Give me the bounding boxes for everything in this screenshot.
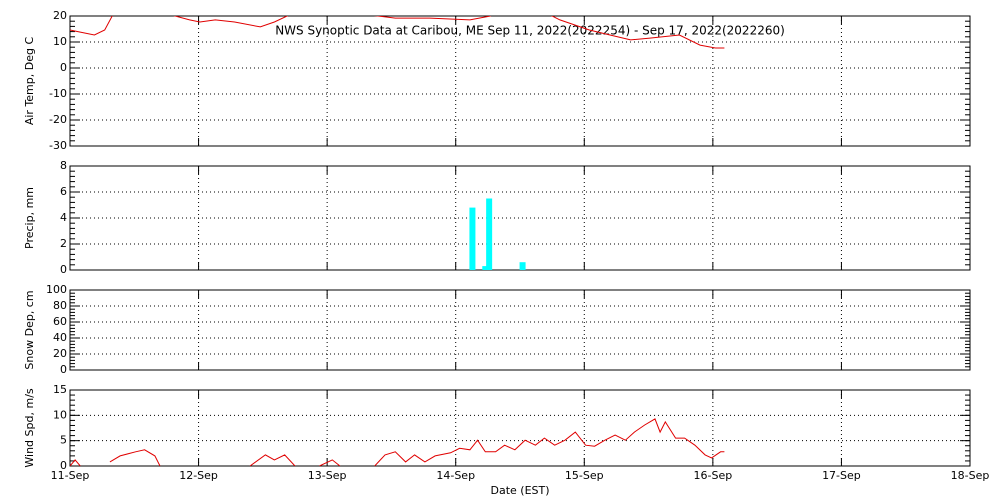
y-tick-label: 10: [53, 35, 67, 48]
y-tick-label: 15: [53, 383, 67, 396]
x-tick-label: 18-Sep: [951, 469, 990, 482]
bar: [519, 262, 526, 270]
y-tick-label: 0: [60, 459, 67, 472]
plot-frame: [69, 289, 971, 371]
plot-area: [70, 418, 725, 466]
x-tick-label: 17-Sep: [822, 469, 861, 482]
x-tick-label: 14-Sep: [436, 469, 475, 482]
y-tick-label: 20: [53, 347, 67, 360]
bar: [482, 266, 489, 270]
plot-frame: [69, 389, 971, 467]
y-tick-label: 20: [53, 9, 67, 22]
x-tick-label: 15-Sep: [565, 469, 604, 482]
plot-area: [70, 16, 725, 49]
x-tick-label: 11-Sep: [51, 469, 90, 482]
x-tick-label: 16-Sep: [694, 469, 733, 482]
bar: [486, 198, 493, 270]
y-tick-label: 0: [60, 61, 67, 74]
plot-area: [469, 198, 526, 270]
bar: [469, 207, 476, 270]
y-tick-label: 100: [46, 283, 67, 296]
x-tick-label: 13-Sep: [308, 469, 347, 482]
y-axis-label: Air Temp, Deg C: [23, 37, 36, 126]
y-tick-label: 60: [53, 315, 67, 328]
x-axis-label: Date (EST): [490, 484, 549, 497]
y-tick-label: 40: [53, 331, 67, 344]
y-tick-label: -10: [49, 87, 67, 100]
y-tick-label: 10: [53, 408, 67, 421]
plot-frame: [69, 15, 971, 147]
y-axis-label: Precip, mm: [23, 187, 36, 249]
y-tick-label: 0: [60, 363, 67, 376]
y-axis-label: Wind Spd, m/s: [23, 388, 36, 468]
y-tick-label: 8: [60, 159, 67, 172]
y-tick-label: 0: [60, 263, 67, 276]
y-tick-label: 4: [60, 211, 67, 224]
data-line: [70, 418, 725, 466]
y-tick-label: 2: [60, 237, 67, 250]
data-line: [70, 16, 725, 49]
y-tick-label: 5: [60, 434, 67, 447]
y-tick-label: -20: [49, 113, 67, 126]
y-tick-label: 80: [53, 299, 67, 312]
y-tick-label: 6: [60, 185, 67, 198]
y-tick-label: -30: [49, 139, 67, 152]
x-tick-label: 12-Sep: [179, 469, 218, 482]
chart-title: NWS Synoptic Data at Caribou, ME Sep 11,…: [275, 24, 785, 38]
y-axis-label: Snow Dep, cm: [23, 290, 36, 369]
